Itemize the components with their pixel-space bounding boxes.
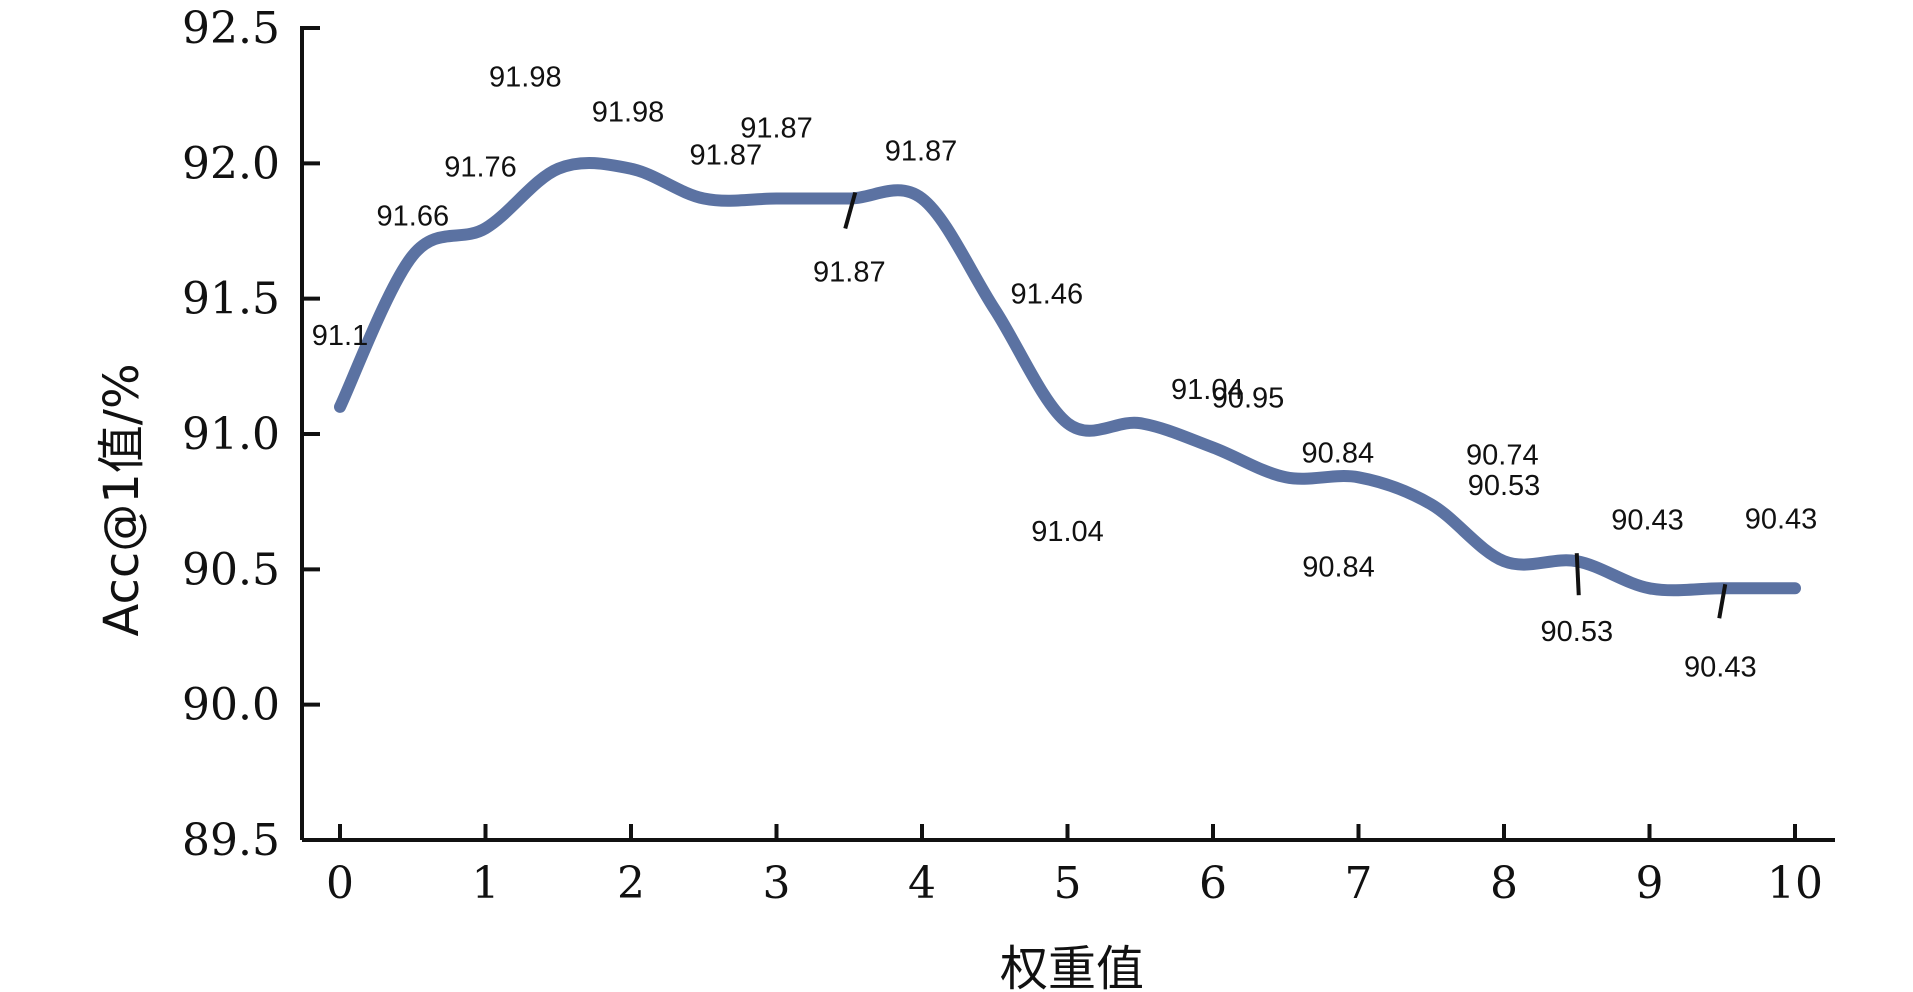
x-tick-label: 4: [908, 858, 936, 909]
data-label: 91.87: [813, 257, 886, 289]
data-labels: 91.191.6691.7691.9891.9891.8791.8791.879…: [312, 62, 1818, 684]
x-tick-label: 5: [1054, 858, 1082, 909]
label-leader-line: [1574, 553, 1581, 596]
data-label: 90.43: [1684, 651, 1757, 683]
data-label: 91.66: [377, 200, 450, 232]
data-label: 90.74: [1466, 439, 1539, 471]
data-label: 91.98: [592, 97, 665, 129]
data-label: 91.87: [740, 113, 813, 145]
axes: 89.5 90.0 90.5 91.0 91.5 92.0 92.5 0 1 2 3 4 5 6 7 8 9 10: [182, 3, 1835, 909]
data-label: 90.43: [1611, 504, 1684, 536]
data-label: 91.87: [690, 140, 763, 172]
data-label: 91.04: [1171, 374, 1244, 406]
x-tick-label: 6: [1199, 858, 1227, 909]
x-tick-label: 9: [1636, 858, 1664, 909]
label-leader-line: [1717, 583, 1728, 619]
x-axis-title: 权重值: [1000, 941, 1144, 992]
data-label: 91.76: [444, 151, 517, 183]
data-label: 91.46: [1011, 279, 1084, 311]
x-tick-label: 2: [617, 858, 645, 909]
data-label: 91.1: [312, 320, 368, 352]
data-label: 90.84: [1302, 437, 1375, 469]
series-line-group: [334, 157, 1801, 597]
y-tick-label: 90.5: [182, 544, 280, 595]
series-line: [334, 157, 1801, 597]
y-tick-label: 92.0: [182, 138, 280, 189]
x-tick-label: 7: [1345, 858, 1373, 909]
data-label: 90.53: [1468, 470, 1541, 502]
y-axis-title: Acc@1值/%: [94, 363, 150, 636]
x-tick-label: 8: [1490, 858, 1518, 909]
y-tick-label: 92.5: [182, 3, 280, 54]
y-tick-label: 91.5: [182, 274, 280, 325]
x-tick-label: 3: [763, 858, 791, 909]
x-tick-label: 0: [326, 858, 354, 909]
data-label: 91.98: [489, 62, 562, 94]
data-label: 91.04: [1031, 516, 1104, 548]
y-tick-label: 91.0: [182, 409, 280, 460]
data-label: 90.43: [1745, 503, 1818, 535]
data-label: 91.87: [885, 136, 958, 168]
y-tick-label: 89.5: [182, 815, 280, 866]
data-label: 90.95: [1212, 383, 1285, 415]
data-label: 90.53: [1541, 616, 1614, 648]
x-tick-label: 1: [472, 858, 500, 909]
data-label: 90.84: [1302, 551, 1375, 583]
x-tick-label: 10: [1767, 858, 1823, 909]
y-tick-label: 90.0: [182, 680, 280, 731]
label-leader-line: [843, 191, 858, 230]
